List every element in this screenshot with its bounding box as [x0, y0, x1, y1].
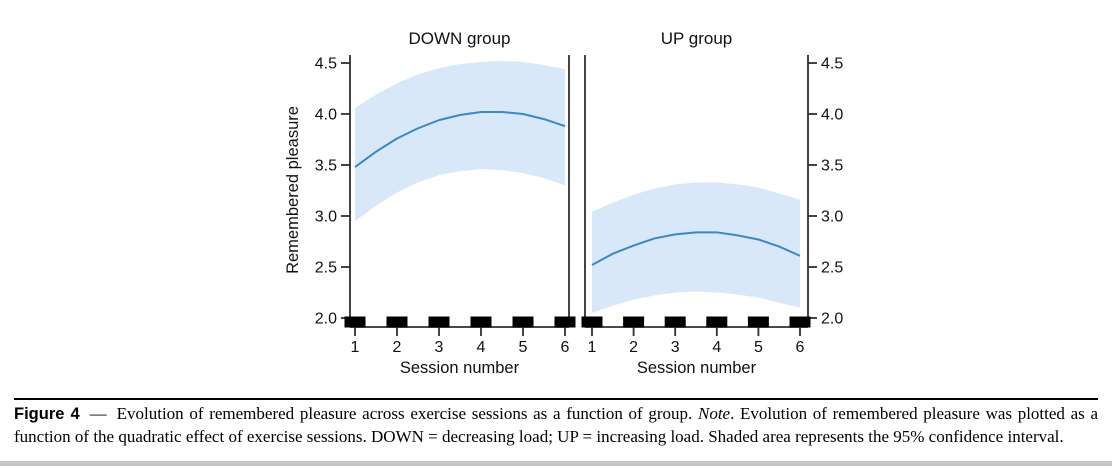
figure-label: Figure 4 — [14, 405, 80, 423]
figure-caption: Figure 4 — Evolution of remembered pleasur… — [14, 403, 1098, 447]
y-tick-label: 2.5 — [821, 260, 843, 277]
x-tick-label: 3 — [671, 339, 680, 356]
session-marker — [664, 316, 686, 328]
x-tick-label: 2 — [393, 339, 402, 356]
panel-down: 1 2 3 4 5 6 2.0 2.5 3.0 3.5 4.0 4.5 DOWN group Sessio… — [315, 29, 576, 377]
session-marker — [747, 316, 769, 328]
x-tick-label: 5 — [519, 339, 528, 356]
x-tick-label: 5 — [754, 339, 763, 356]
y-tick-label: 4.0 — [821, 107, 843, 124]
session-marker — [554, 316, 576, 328]
y-tick-label: 3.5 — [315, 158, 337, 175]
session-marker — [706, 316, 728, 328]
y-tick-label: 4.5 — [821, 56, 843, 73]
caption-top-rule — [14, 398, 1098, 400]
y-tick-label: 4.0 — [315, 107, 337, 124]
x-tick-label: 6 — [561, 339, 570, 356]
ci-band — [592, 182, 800, 313]
session-marker — [470, 316, 492, 328]
y-tick-label: 2.0 — [821, 311, 843, 328]
x-tick-label: 6 — [796, 339, 805, 356]
mean-line — [591, 231, 801, 266]
panel-title: DOWN group — [408, 29, 510, 48]
mean-line — [354, 110, 566, 168]
caption-text-note: . Evolution of remembered pleasure was p… — [14, 404, 1098, 446]
y-tick-label: 3.0 — [821, 209, 843, 226]
session-marker — [789, 316, 811, 328]
session-marker — [512, 316, 534, 328]
session-marker — [428, 316, 450, 328]
x-tick-label: 4 — [477, 339, 486, 356]
x-tick-label: 4 — [712, 339, 721, 356]
x-tick-label: 1 — [351, 339, 360, 356]
x-tick-label: 2 — [629, 339, 638, 356]
caption-text-main: Evolution of remembered pleasure across … — [116, 404, 698, 423]
x-axis-title: Session number — [637, 359, 757, 377]
panel-up: 1 2 3 4 5 6 2.0 2.5 3.0 3.5 4.0 4.5 UP group Session … — [581, 29, 843, 377]
y-axis-title: Remembered pleasure — [284, 106, 302, 274]
page-bottom-edge — [0, 461, 1112, 466]
x-tick-label: 3 — [435, 339, 444, 356]
session-marker — [344, 316, 366, 328]
caption-note-label: Note — [697, 404, 731, 423]
y-tick-label: 4.5 — [315, 56, 337, 73]
y-tick-label: 2.5 — [315, 260, 337, 277]
ci-band — [355, 60, 565, 222]
caption-dash: — — [89, 404, 107, 423]
x-axis-title: Session number — [400, 359, 520, 377]
y-tick-label: 3.0 — [315, 209, 337, 226]
session-marker — [623, 316, 645, 328]
session-marker — [386, 316, 408, 328]
y-tick-label: 3.5 — [821, 158, 843, 175]
dual-panel-line-chart: 1 2 3 4 5 6 2.0 2.5 3.0 3.5 4.0 4.5 DOWN group Sessio… — [284, 29, 843, 377]
x-tick-label: 1 — [588, 339, 597, 356]
session-marker — [581, 316, 603, 328]
panel-title: UP group — [661, 29, 733, 48]
y-tick-label: 2.0 — [315, 311, 337, 328]
